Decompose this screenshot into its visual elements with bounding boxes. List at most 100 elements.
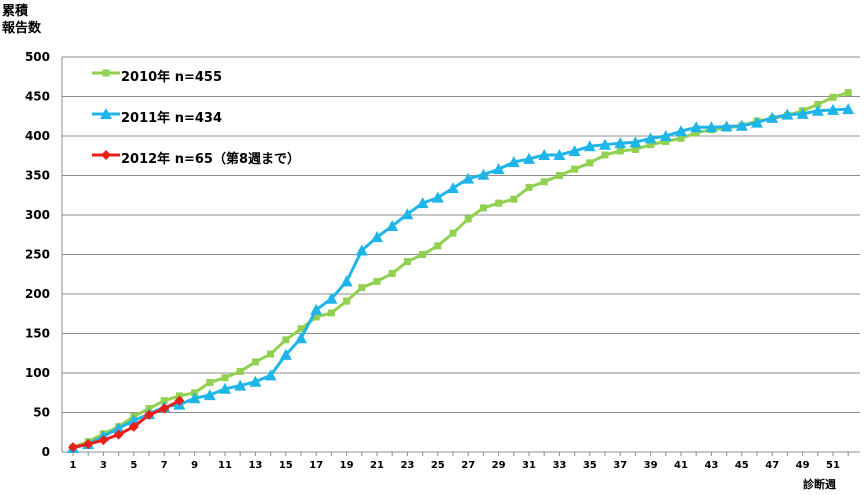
y-tick-label-300: 300	[25, 208, 50, 222]
data-point-2011-week-49	[796, 107, 809, 119]
data-point-2011-week-46	[751, 116, 763, 128]
x-tick-label-17: 17	[309, 460, 323, 471]
data-point-2011-week-22	[386, 220, 399, 232]
y-tick-label-350: 350	[25, 169, 50, 183]
data-point-2011-week-15	[279, 348, 292, 360]
data-point-2011-week-37	[614, 137, 627, 149]
data-point-2011-week-43	[705, 121, 718, 133]
y-axis-title-line2: 報告数	[2, 21, 42, 36]
data-point-2011-week-50	[811, 104, 824, 116]
data-point-2011-week-10	[203, 389, 216, 401]
y-tick-label-150: 150	[25, 327, 50, 341]
data-point-2011-week-38	[629, 136, 642, 148]
x-tick-label-43: 43	[704, 460, 718, 471]
data-point-2011-week-28	[477, 168, 490, 180]
x-tick-label-23: 23	[400, 460, 414, 471]
data-point-2011-week-35	[583, 140, 596, 152]
x-tick-label-33: 33	[552, 460, 566, 471]
data-point-2010-week-50	[814, 100, 822, 108]
data-point-2011-week-47	[766, 111, 779, 123]
y-tick-label-450: 450	[25, 90, 50, 104]
data-point-2010-week-34	[571, 165, 579, 173]
data-point-2011-week-16	[295, 332, 307, 344]
data-point-2010-week-52	[844, 89, 852, 97]
data-point-2011-week-34	[568, 145, 581, 157]
data-point-2011-week-40	[659, 130, 672, 141]
series-2012	[68, 395, 185, 453]
data-point-2010-week-30	[510, 195, 518, 203]
data-point-2010-week-28	[479, 204, 487, 212]
data-point-2012-week-3	[98, 435, 109, 446]
data-point-2011-week-32	[538, 148, 551, 160]
x-tick-label-31: 31	[522, 460, 536, 471]
data-point-2010-week-11	[221, 374, 229, 382]
data-point-2010-week-13	[251, 358, 259, 366]
y-tick-label-50: 50	[33, 406, 50, 420]
data-point-2010-week-42	[692, 129, 700, 137]
x-tick-label-19: 19	[340, 460, 354, 471]
data-point-2010-week-7	[160, 397, 168, 405]
x-tick-label-35: 35	[583, 460, 597, 471]
data-point-2011-week-24	[416, 197, 429, 209]
legend-marker-2010	[102, 69, 110, 77]
data-point-2011-week-4	[112, 422, 125, 434]
data-point-2011-week-14	[264, 369, 277, 381]
data-point-2011-week-26	[447, 182, 459, 194]
data-point-2010-week-35	[586, 159, 594, 167]
legend	[92, 69, 120, 160]
data-point-2010-week-16	[297, 325, 305, 333]
y-tick-label-200: 200	[25, 287, 50, 301]
x-tick-label-29: 29	[492, 460, 506, 471]
data-point-2011-week-25	[431, 191, 444, 203]
data-point-2010-week-18	[327, 309, 335, 317]
data-point-2012-week-8	[174, 395, 185, 406]
data-point-2010-week-17	[312, 313, 320, 321]
data-point-2010-week-15	[282, 336, 290, 344]
data-point-2010-week-20	[358, 284, 366, 292]
data-point-2010-week-33	[555, 172, 563, 179]
x-tick-label-5: 5	[130, 460, 137, 471]
legend-label-2012: 2012年 n=65（第8週まで）	[121, 152, 300, 167]
data-point-2011-week-45	[735, 119, 748, 131]
x-tick-label-51: 51	[826, 460, 840, 471]
data-point-2011-week-41	[675, 125, 687, 137]
data-point-2010-week-19	[343, 297, 351, 305]
data-point-2010-week-38	[631, 145, 639, 153]
data-point-2010-week-41	[677, 134, 685, 142]
x-tick-label-1: 1	[70, 460, 77, 471]
data-point-2011-week-11	[219, 382, 231, 394]
data-point-2010-week-25	[434, 242, 442, 250]
data-point-2011-week-20	[355, 244, 368, 256]
x-tick-label-49: 49	[796, 460, 810, 471]
data-point-2011-week-52	[842, 103, 855, 115]
series-2011	[67, 103, 855, 454]
data-point-2010-week-14	[267, 350, 275, 358]
x-tick-label-13: 13	[248, 460, 262, 471]
legend-label-2011: 2011年 n=434	[121, 111, 222, 126]
data-point-2011-week-27	[462, 172, 475, 184]
x-tick-label-27: 27	[461, 460, 475, 471]
x-tick-label-47: 47	[765, 460, 779, 471]
data-point-2011-week-30	[507, 156, 520, 168]
data-point-2011-week-9	[188, 392, 201, 404]
data-point-2011-week-13	[249, 375, 262, 387]
series-line-2011	[72, 107, 849, 450]
data-point-2010-week-27	[464, 215, 472, 223]
data-point-2010-week-51	[829, 93, 837, 101]
x-tick-label-9: 9	[191, 460, 198, 471]
legend-marker-2012	[101, 150, 111, 160]
data-point-2010-week-32	[540, 178, 548, 186]
data-point-2010-week-39	[647, 141, 655, 149]
data-point-2010-week-22	[388, 269, 396, 277]
x-tick-label-11: 11	[218, 460, 232, 471]
data-point-2010-week-29	[495, 199, 503, 207]
data-point-2011-week-23	[401, 208, 414, 220]
gridlines	[62, 56, 860, 413]
y-tick-label-0: 0	[42, 445, 50, 459]
data-point-2012-week-7	[159, 403, 170, 414]
data-point-2010-week-37	[616, 147, 624, 155]
data-point-2010-week-26	[449, 229, 457, 237]
data-point-2010-week-36	[601, 151, 609, 159]
data-point-2011-week-48	[781, 108, 794, 120]
data-point-2010-week-10	[206, 378, 214, 386]
